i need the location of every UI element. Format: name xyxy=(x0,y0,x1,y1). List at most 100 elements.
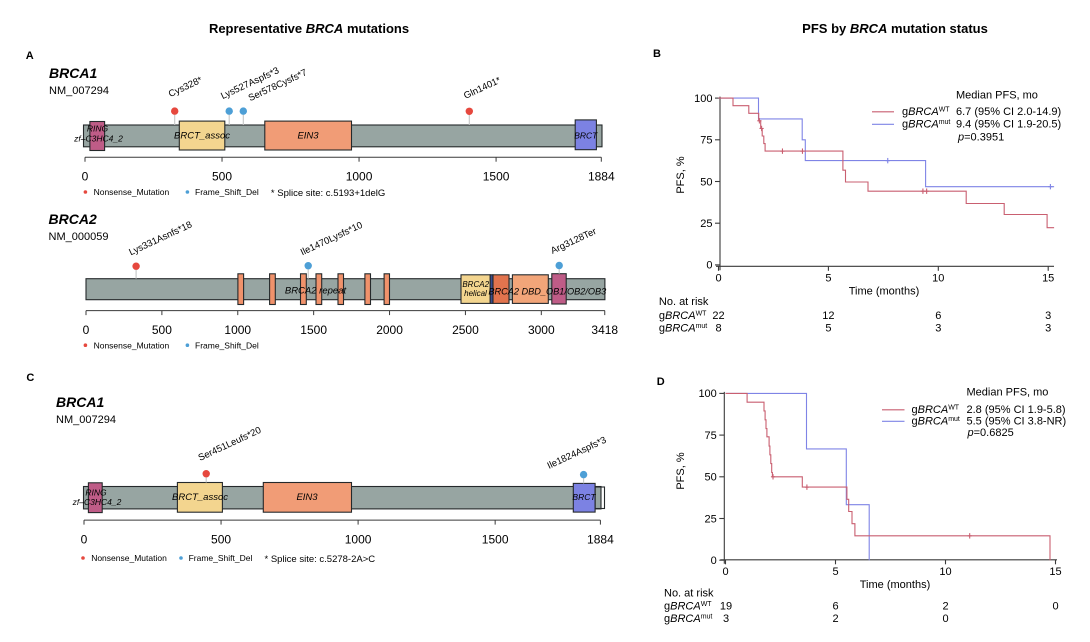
svg-text:Representative BRCA mutations: Representative BRCA mutations xyxy=(209,21,409,36)
svg-text:500: 500 xyxy=(152,323,172,337)
svg-text:3418: 3418 xyxy=(591,323,618,337)
svg-text:B: B xyxy=(653,48,661,60)
svg-text:BRCT: BRCT xyxy=(574,131,598,141)
svg-text:1884: 1884 xyxy=(587,532,614,546)
svg-text:15: 15 xyxy=(1049,566,1061,578)
svg-text:8: 8 xyxy=(715,323,721,335)
svg-text:6.7 (95% CI 2.0-14.9): 6.7 (95% CI 2.0-14.9) xyxy=(956,106,1061,118)
svg-text:0: 0 xyxy=(1052,601,1058,613)
svg-text:6: 6 xyxy=(935,310,941,322)
svg-text:Median PFS, mo: Median PFS, mo xyxy=(956,90,1038,102)
svg-text:100: 100 xyxy=(694,93,712,105)
svg-text:p=0.3951: p=0.3951 xyxy=(957,132,1004,144)
svg-text:3: 3 xyxy=(1045,323,1051,335)
svg-text:2: 2 xyxy=(942,601,948,613)
svg-text:zf–C3HC4_2: zf–C3HC4_2 xyxy=(73,134,123,144)
svg-text:BRCA2 DBD_OB1/OB2/OB3: BRCA2 DBD_OB1/OB2/OB3 xyxy=(488,287,607,297)
svg-text:PFS, %: PFS, % xyxy=(675,156,687,194)
svg-text:Gln1401*: Gln1401* xyxy=(462,75,503,102)
svg-text:25: 25 xyxy=(705,513,717,525)
svg-text:EIN3: EIN3 xyxy=(296,492,318,503)
svg-text:gBRCAmut: gBRCAmut xyxy=(664,613,712,625)
svg-text:NM_000059: NM_000059 xyxy=(49,231,109,243)
svg-text:Median PFS, mo: Median PFS, mo xyxy=(967,387,1049,399)
svg-text:1000: 1000 xyxy=(346,170,373,184)
svg-text:Frame_Shift_Del: Frame_Shift_Del xyxy=(195,340,259,350)
svg-text:0: 0 xyxy=(82,170,89,184)
svg-text:BRCT: BRCT xyxy=(572,492,596,502)
svg-text:Time (months): Time (months) xyxy=(860,579,931,591)
svg-text:500: 500 xyxy=(211,532,231,546)
svg-text:D: D xyxy=(657,376,665,388)
svg-text:RING: RING xyxy=(85,488,107,498)
svg-text:Ile1470Lysfs*10: Ile1470Lysfs*10 xyxy=(299,220,365,258)
svg-text:0: 0 xyxy=(83,323,90,337)
svg-text:0: 0 xyxy=(722,566,728,578)
svg-text:0: 0 xyxy=(81,532,88,546)
svg-text:EIN3: EIN3 xyxy=(297,131,319,142)
svg-text:75: 75 xyxy=(705,430,717,442)
svg-text:BRCA2 repeat: BRCA2 repeat xyxy=(285,286,347,297)
svg-text:5: 5 xyxy=(825,273,831,285)
svg-text:0: 0 xyxy=(711,555,717,567)
svg-text:Lys331Asnfs*18: Lys331Asnfs*18 xyxy=(127,219,194,258)
svg-text:0: 0 xyxy=(942,613,948,625)
svg-text:75: 75 xyxy=(700,135,712,147)
svg-text:Ile1824Aspfs*3: Ile1824Aspfs*3 xyxy=(546,435,609,472)
svg-text:RING: RING xyxy=(87,124,109,134)
svg-text:50: 50 xyxy=(705,472,717,484)
svg-text:1000: 1000 xyxy=(345,532,372,546)
svg-text:Nonsense_Mutation: Nonsense_Mutation xyxy=(91,553,167,563)
svg-text:No. at risk: No. at risk xyxy=(664,588,714,600)
svg-text:gBRCAWT: gBRCAWT xyxy=(659,310,707,322)
svg-text:1884: 1884 xyxy=(588,170,615,184)
svg-text:1000: 1000 xyxy=(224,323,251,337)
svg-text:12: 12 xyxy=(822,310,834,322)
svg-text:* Splice site: c.5278-2A>C: * Splice site: c.5278-2A>C xyxy=(265,554,376,565)
svg-text:1500: 1500 xyxy=(300,323,327,337)
svg-text:helical: helical xyxy=(464,289,487,298)
svg-text:Frame_Shift_Del: Frame_Shift_Del xyxy=(195,187,259,197)
svg-text:BRCA1: BRCA1 xyxy=(56,394,104,410)
svg-text:C: C xyxy=(26,372,34,384)
svg-text:NM_007294: NM_007294 xyxy=(49,85,109,97)
svg-text:100: 100 xyxy=(698,388,716,400)
svg-text:19: 19 xyxy=(720,601,732,613)
svg-text:3: 3 xyxy=(1045,310,1051,322)
svg-text:gBRCAmut: gBRCAmut xyxy=(659,323,707,335)
svg-text:500: 500 xyxy=(212,170,232,184)
svg-text:Frame_Shift_Del: Frame_Shift_Del xyxy=(189,553,253,563)
svg-text:gBRCAWT: gBRCAWT xyxy=(902,106,950,118)
svg-text:5: 5 xyxy=(832,566,838,578)
svg-text:3000: 3000 xyxy=(528,323,555,337)
svg-text:BRCA1: BRCA1 xyxy=(49,65,97,81)
svg-text:Time (months): Time (months) xyxy=(849,286,920,298)
svg-text:50: 50 xyxy=(700,176,712,188)
svg-text:Nonsense_Mutation: Nonsense_Mutation xyxy=(94,187,170,197)
svg-text:3: 3 xyxy=(935,323,941,335)
svg-text:Arg3128Ter: Arg3128Ter xyxy=(549,226,598,257)
svg-text:2.8 (95% CI 1.9-5.8): 2.8 (95% CI 1.9-5.8) xyxy=(967,404,1066,416)
svg-text:1500: 1500 xyxy=(483,170,510,184)
svg-text:gBRCAmut: gBRCAmut xyxy=(902,119,950,131)
svg-text:10: 10 xyxy=(932,273,944,285)
svg-text:gBRCAWT: gBRCAWT xyxy=(664,601,712,613)
svg-text:BRCT_assoc: BRCT_assoc xyxy=(174,131,230,142)
svg-text:2000: 2000 xyxy=(376,323,403,337)
svg-text:25: 25 xyxy=(700,218,712,230)
svg-text:3: 3 xyxy=(723,613,729,625)
svg-text:10: 10 xyxy=(939,566,951,578)
svg-text:5.5 (95% CI 3.8-NR): 5.5 (95% CI 3.8-NR) xyxy=(967,416,1067,428)
svg-text:6: 6 xyxy=(832,601,838,613)
svg-text:15: 15 xyxy=(1042,273,1054,285)
svg-text:* Splice site: c.5193+1delG: * Splice site: c.5193+1delG xyxy=(271,188,385,199)
svg-text:2: 2 xyxy=(832,613,838,625)
svg-text:No. at risk: No. at risk xyxy=(659,296,709,308)
svg-text:9.4 (95% CI 1.9-20.5): 9.4 (95% CI 1.9-20.5) xyxy=(956,119,1061,131)
svg-text:Cys328*: Cys328* xyxy=(167,75,204,100)
svg-text:BRCT_assoc: BRCT_assoc xyxy=(172,492,228,503)
svg-text:BRCA2: BRCA2 xyxy=(49,211,97,227)
svg-text:PFS, %: PFS, % xyxy=(675,452,687,490)
svg-text:A: A xyxy=(26,50,34,62)
svg-text:BRCA2: BRCA2 xyxy=(462,280,489,289)
